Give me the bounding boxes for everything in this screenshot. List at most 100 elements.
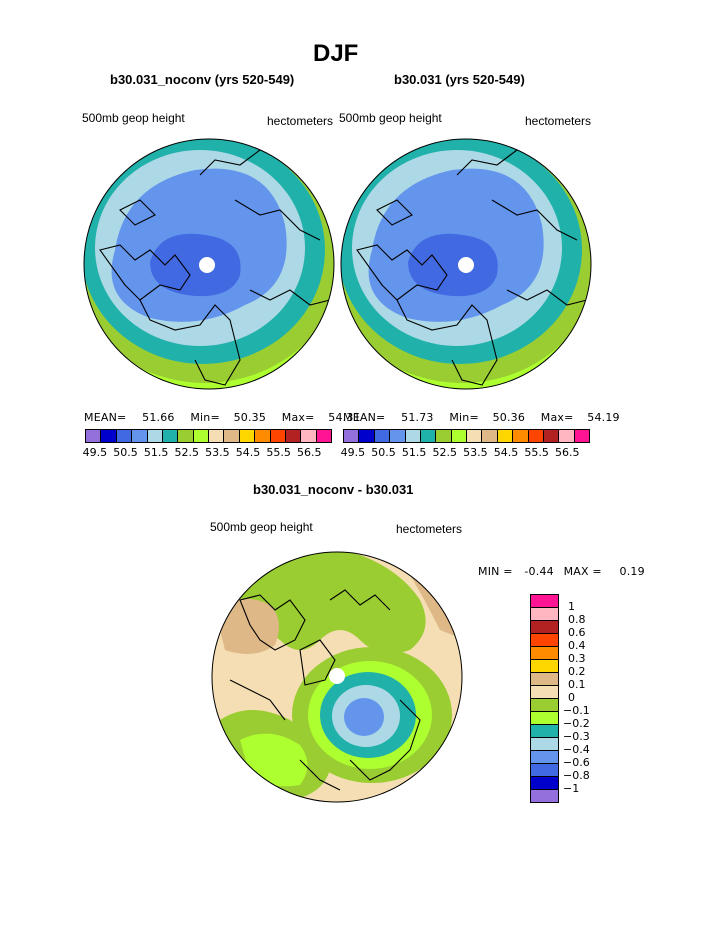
colorbar-swatch [531,647,558,660]
colorbar-tick-label: 52.5 [432,446,458,459]
colorbar-swatch [531,790,558,802]
colorbar-tick-label: 51.5 [401,446,427,459]
panel1-right-label: hectometers [267,114,334,128]
colorbar-tick-label: 51.5 [143,446,169,459]
colorbar-tick-label: 0.8 [568,613,586,626]
colorbar-swatch [531,712,558,725]
panel2-min-label: Min= [449,411,479,424]
panel1-left-label: 500mb geop height [82,111,185,125]
colorbar-tick-label: −0.8 [563,769,590,782]
colorbar-tick-label: 0.1 [568,678,586,691]
colorbar-swatch [531,608,558,621]
colorbar-tick-label: 0.2 [568,665,586,678]
colorbar-swatch [543,430,560,442]
colorbar-tick-label: −0.1 [563,704,590,717]
colorbar-tick-label: 55.5 [524,446,549,459]
colorbar-swatch [178,430,194,442]
panel2-title: b30.031 (yrs 520-549) [394,72,525,87]
panel3-min-label: MIN = [478,565,513,578]
colorbar-swatch [531,595,558,608]
panel2-colorbar [343,429,590,443]
colorbar-swatch [147,430,163,442]
panel2-band-royalblue [408,233,498,297]
colorbar-swatch [482,430,498,442]
panel3-stats: MIN = -0.44 MAX = 0.19 [478,565,645,578]
colorbar-swatch [359,430,375,442]
panel3-pole-marker [329,668,345,684]
colorbar-swatch [531,686,558,699]
colorbar-tick-label: 49.5 [340,446,366,459]
colorbar-swatch [531,634,558,647]
panel1-pole-marker [199,257,215,273]
panel1-title: b30.031_noconv (yrs 520-549) [110,72,295,87]
colorbar-tick-label: 54.5 [235,446,261,459]
colorbar-swatch [531,660,558,673]
colorbar-swatch [531,725,558,738]
panel1-max-label: Max= [281,411,315,424]
panel1-map-border [83,138,335,390]
panel3-left-label: 500mb geop height [210,520,313,534]
panel3-max-value: 0.19 [619,565,645,578]
panel1-coastline [99,149,331,386]
panel3-band-pos01-left [215,598,279,654]
colorbar-swatch [316,430,331,442]
colorbar-tick-label: 53.5 [205,446,230,459]
colorbar-swatch [528,430,544,442]
colorbar-swatch [224,430,240,442]
colorbar-tick-label: 52.5 [174,446,200,459]
colorbar-swatch [420,430,437,442]
colorbar-swatch [574,430,589,442]
panel2-right-label: hectometers [525,114,592,128]
colorbar-tick-label: 49.5 [82,446,108,459]
colorbar-tick-label: −0.6 [563,756,590,769]
colorbar-tick-label: 0 [568,691,575,704]
colorbar-swatch [531,699,558,712]
colorbar-swatch [436,430,452,442]
colorbar-swatch [390,430,406,442]
colorbar-swatch [374,430,391,442]
colorbar-tick-label: 0.4 [568,639,586,652]
colorbar-swatch [270,430,286,442]
colorbar-swatch [497,430,514,442]
panel3-min-value: -0.44 [524,565,554,578]
colorbar-swatch [255,430,271,442]
panel2-max-value: 54.19 [587,411,620,424]
panel3-map-border [211,551,463,803]
colorbar-swatch [451,430,467,442]
colorbar-swatch [285,430,302,442]
colorbar-swatch [101,430,117,442]
colorbar-swatch [531,621,558,634]
colorbar-swatch [301,430,317,442]
colorbar-swatch [132,430,148,442]
main-title: DJF [313,40,359,67]
panel2-pole-marker [458,257,474,273]
colorbar-tick-label: −0.4 [563,743,590,756]
colorbar-swatch [467,430,483,442]
colorbar-swatch [531,751,558,764]
panel1-min-value: 50.35 [233,411,267,424]
colorbar-tick-label: 54.5 [493,446,519,459]
panel2-mean-value: 51.73 [401,411,434,424]
panel2-colorbar-ticks: 49.5 50.5 51.5 52.5 53.5 54.5 55.5 56.5 [340,446,588,460]
panel3-colorbar [530,594,559,803]
colorbar-tick-label: 56.5 [555,446,580,459]
panel3-max-label: MAX = [563,565,602,578]
colorbar-swatch [344,430,360,442]
colorbar-tick-label: −0.3 [563,730,590,743]
panel2-left-label: 500mb geop height [339,111,442,125]
colorbar-tick-label: 0.3 [568,652,586,665]
colorbar-tick-label: 53.5 [463,446,488,459]
colorbar-swatch [531,673,558,686]
panel2-map-border [340,138,592,390]
panel1-max-value: 54.31 [328,411,361,424]
colorbar-tick-label: 0.6 [568,626,586,639]
panel3-colorbar-ticks: 1 0.8 0.6 0.4 0.3 0.2 0.1 0 −0.1 −0.2 −0.3 −0.4 −0.6… [563,594,606,804]
colorbar-swatch [531,738,558,751]
colorbar-tick-label: 56.5 [297,446,322,459]
colorbar-swatch [193,430,209,442]
panel1-stats: MEAN= 51.66 Min= 50.35 Max= 54.31 [84,411,361,424]
colorbar-tick-label: 50.5 [113,446,138,459]
panel2-coastline [356,149,588,386]
colorbar-swatch [405,430,421,442]
